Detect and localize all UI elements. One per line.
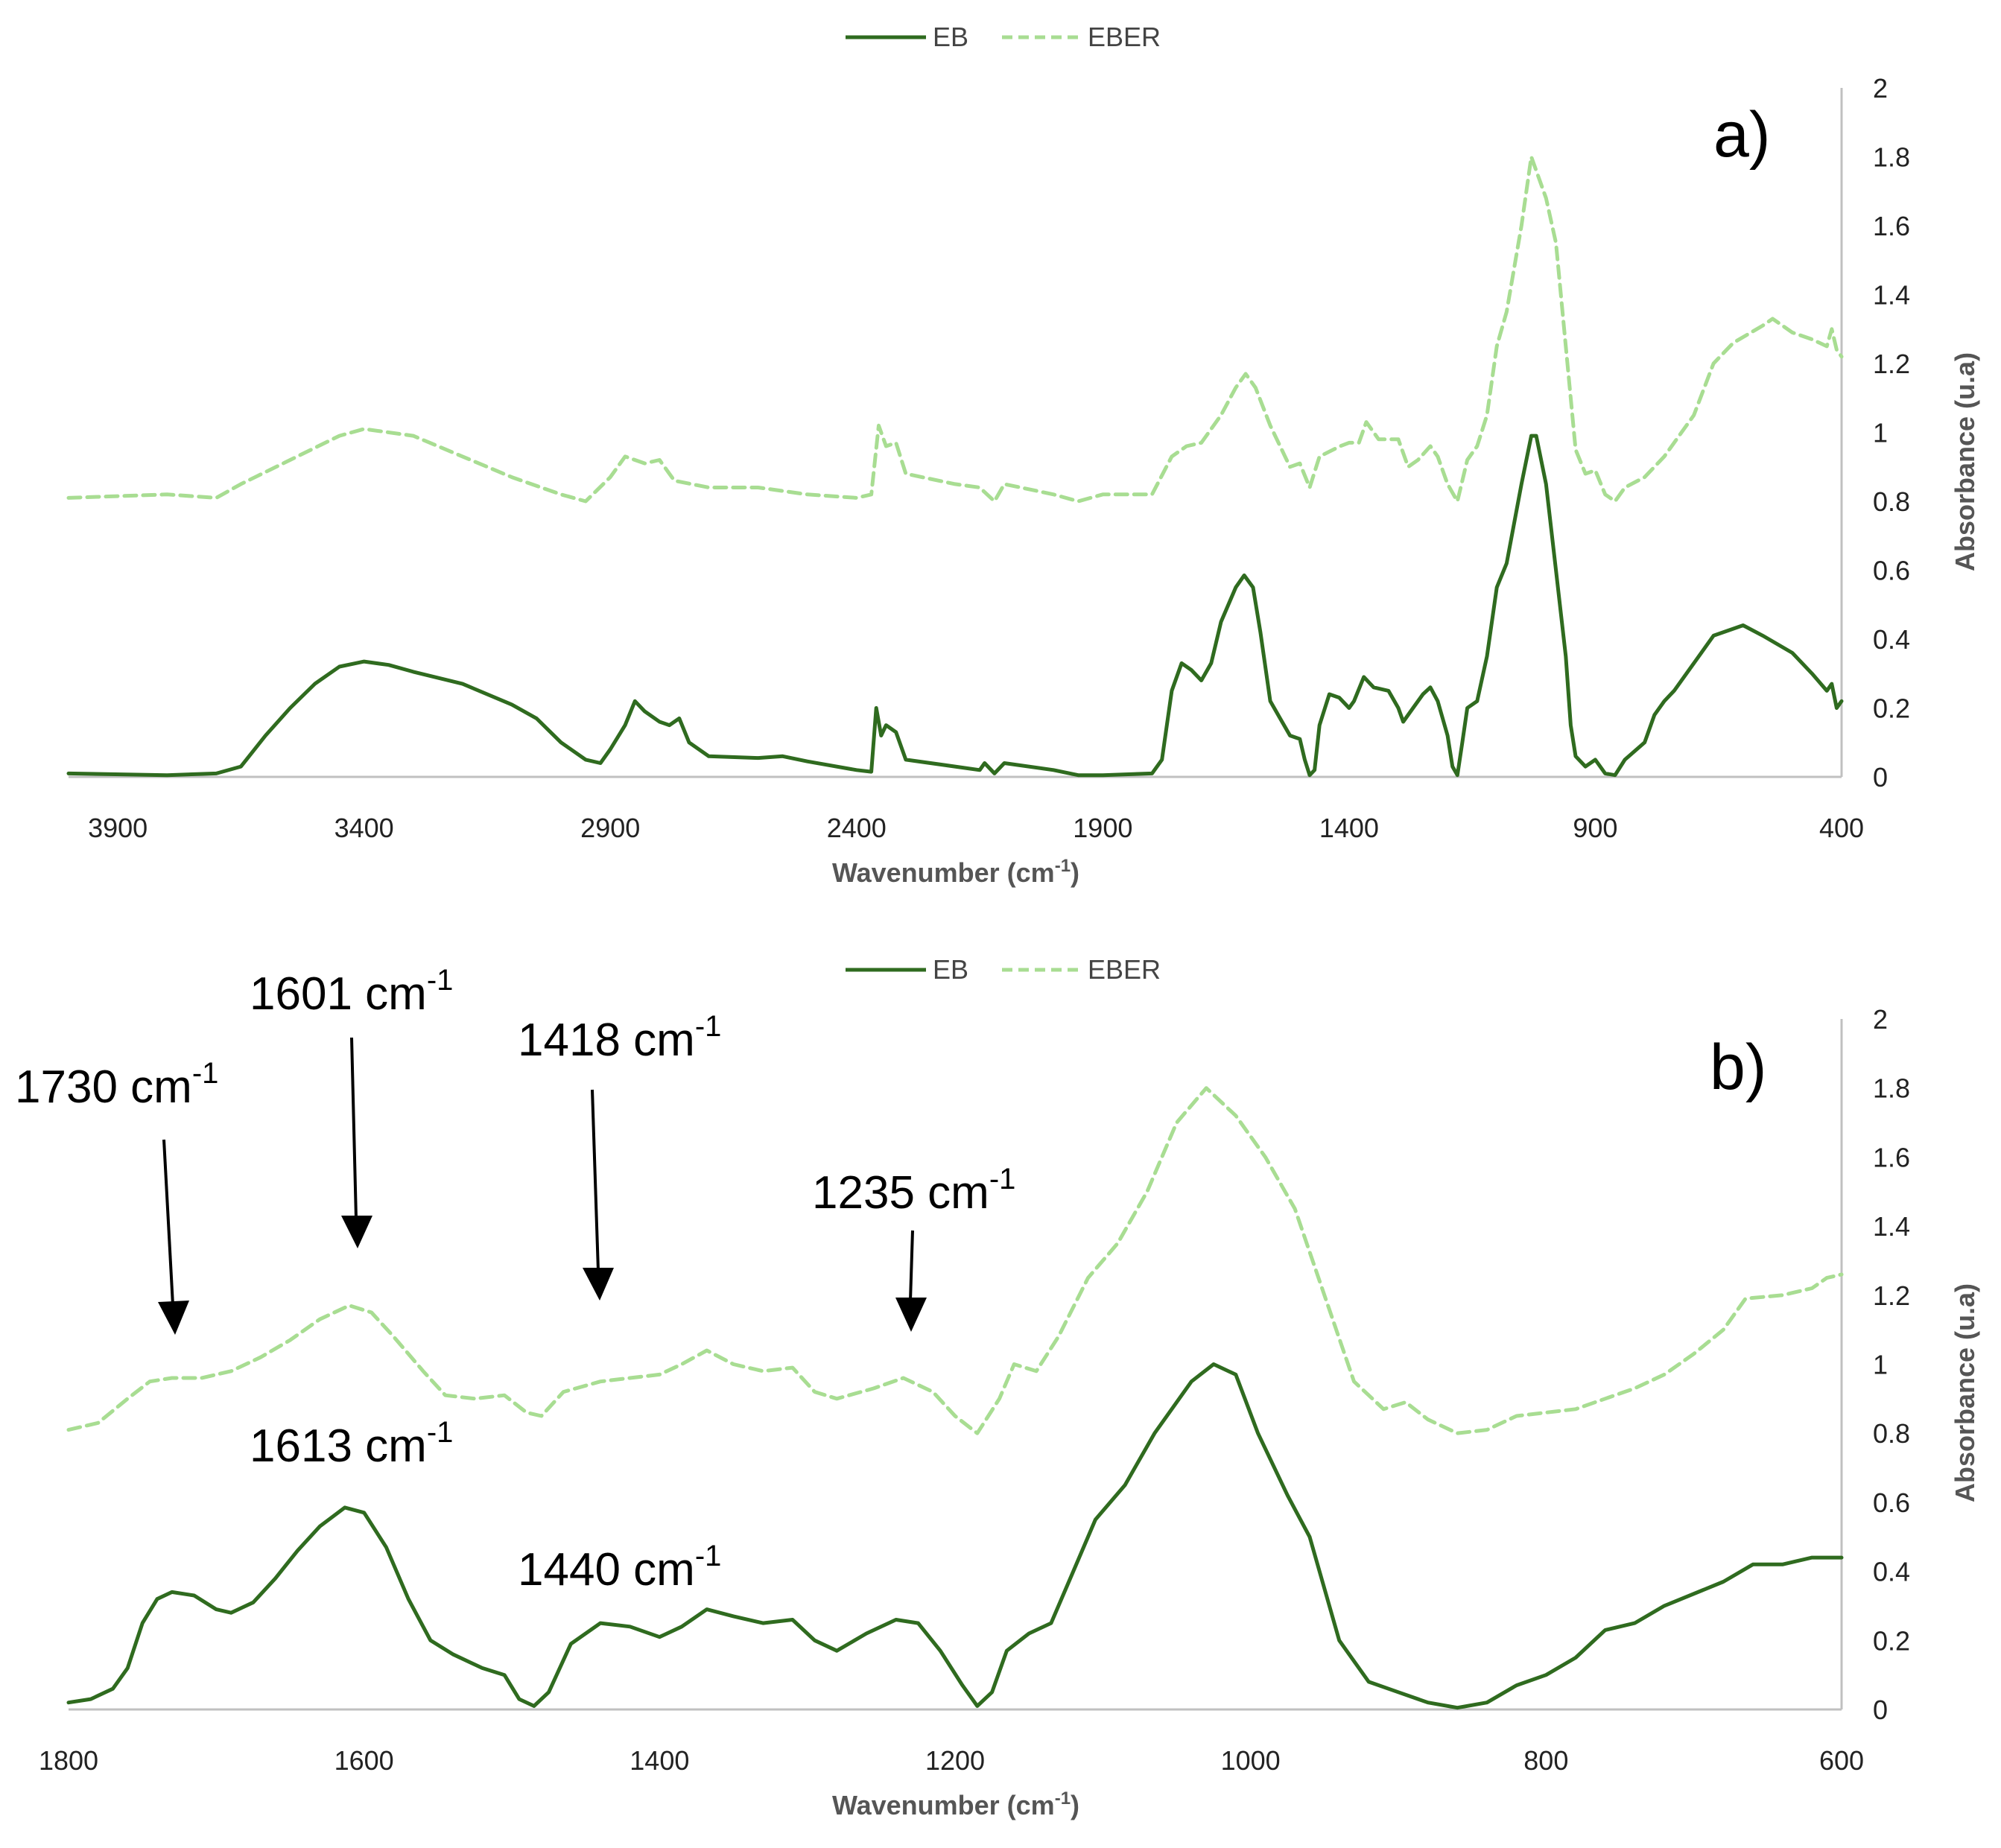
y-tick-label: 1 [1873, 418, 1888, 448]
x-tick-label: 800 [1523, 1745, 1568, 1776]
y-tick-label: 1.2 [1873, 1280, 1910, 1311]
y-tick-label: 0.6 [1873, 556, 1910, 586]
arrow-1235 [895, 1230, 927, 1332]
legend-b: EB EBER [846, 954, 1161, 985]
series-lines-a [66, 155, 1844, 778]
y-tick-label: 0.6 [1873, 1487, 1910, 1518]
y-tick-label: 1.8 [1873, 1073, 1910, 1104]
y-tick-label: 0 [1873, 762, 1888, 793]
x-tick-label: 1900 [1073, 813, 1132, 843]
panel-label-b: b) [1710, 1032, 1766, 1103]
y-tick-label: 1.4 [1873, 280, 1910, 311]
x-tick-label: 3400 [334, 813, 394, 843]
y-tick-label: 1.2 [1873, 349, 1910, 379]
x-tick-labels-a: 3900 3400 2900 2400 1900 1400 900 400 [88, 813, 1864, 843]
x-tick-label: 1000 [1221, 1745, 1281, 1776]
y-tick-label: 1.6 [1873, 211, 1910, 241]
y-tick-label: 1 [1873, 1350, 1888, 1380]
x-tick-label: 1400 [630, 1745, 689, 1776]
x-tick-label: 1400 [1319, 813, 1379, 843]
y-tick-label: 0.2 [1873, 1625, 1910, 1656]
x-tick-label: 900 [1573, 813, 1617, 843]
annotations-b: 1730 cm-1 1601 cm-1 1418 cm-1 1235 cm-1 … [15, 964, 1015, 1595]
y-tick-label: 0 [1873, 1695, 1888, 1725]
x-tick-label: 1800 [39, 1745, 98, 1776]
y-tick-labels-a: 0 0.2 0.4 0.6 0.8 1 1.2 1.4 1.6 1.8 2 [1873, 73, 1910, 793]
annotation-1418: 1418 cm-1 [518, 1010, 721, 1066]
y-tick-labels-b: 0 0.2 0.4 0.6 0.8 1 1.2 1.4 1.6 1.8 2 [1873, 1004, 1910, 1725]
panel-label-a: a) [1713, 99, 1770, 171]
legend-eb-label: EB [933, 22, 968, 52]
x-tick-label: 600 [1819, 1745, 1864, 1776]
annotation-1235: 1235 cm-1 [812, 1163, 1015, 1219]
panel-a-chart: EB EBER 3900 3400 2900 2400 1900 1400 900 400 0… [66, 22, 1980, 888]
annotation-1613: 1613 cm-1 [250, 1416, 453, 1472]
y-tick-label: 0.8 [1873, 486, 1910, 517]
legend-eber-label: EBER [1088, 22, 1161, 52]
x-axis-title-a: Wavenumber (cm-1) [832, 856, 1079, 888]
y-tick-label: 0.8 [1873, 1418, 1910, 1449]
annotation-1440: 1440 cm-1 [518, 1540, 721, 1595]
y-tick-label: 2 [1873, 73, 1888, 104]
y-tick-label: 1.4 [1873, 1211, 1910, 1242]
annotation-1601: 1601 cm-1 [250, 964, 453, 1020]
arrow-1418 [583, 1089, 614, 1301]
y-tick-label: 1.8 [1873, 142, 1910, 173]
annotation-1730: 1730 cm-1 [15, 1057, 218, 1113]
y-tick-label: 0.4 [1873, 1557, 1910, 1587]
series-line-eb [66, 1362, 1844, 1710]
legend-a: EB EBER [846, 22, 1161, 52]
y-axis-title-b: Absorbance (u.a) [1950, 1283, 1980, 1502]
x-tick-label: 1200 [925, 1745, 985, 1776]
x-tick-label: 2900 [580, 813, 640, 843]
legend-eb-label: EB [933, 954, 968, 985]
series-line-eb [66, 434, 1844, 778]
x-tick-labels-b: 1800 1600 1400 1200 1000 800 600 [39, 1745, 1864, 1776]
y-tick-label: 0.4 [1873, 624, 1910, 655]
series-line-eber [66, 1086, 1844, 1435]
x-tick-label: 1600 [334, 1745, 394, 1776]
y-axis-title-a: Absorbance (u.a) [1950, 352, 1980, 571]
x-axis-title-b: Wavenumber (cm-1) [832, 1788, 1079, 1820]
panel-b-chart: EB EBER 1800 1600 1400 1200 1000 800 600 00.20… [15, 954, 1980, 1820]
x-tick-label: 2400 [827, 813, 887, 843]
arrow-1601 [341, 1037, 372, 1248]
arrow-1730 [158, 1139, 189, 1335]
y-tick-label: 0.2 [1873, 693, 1910, 724]
series-line-eber [66, 155, 1844, 504]
x-tick-label: 3900 [88, 813, 148, 843]
x-tick-label: 400 [1819, 813, 1864, 843]
y-tick-label: 2 [1873, 1004, 1888, 1035]
y-tick-label: 1.6 [1873, 1142, 1910, 1172]
series-lines-b [66, 1086, 1844, 1710]
legend-eber-label: EBER [1088, 954, 1161, 985]
